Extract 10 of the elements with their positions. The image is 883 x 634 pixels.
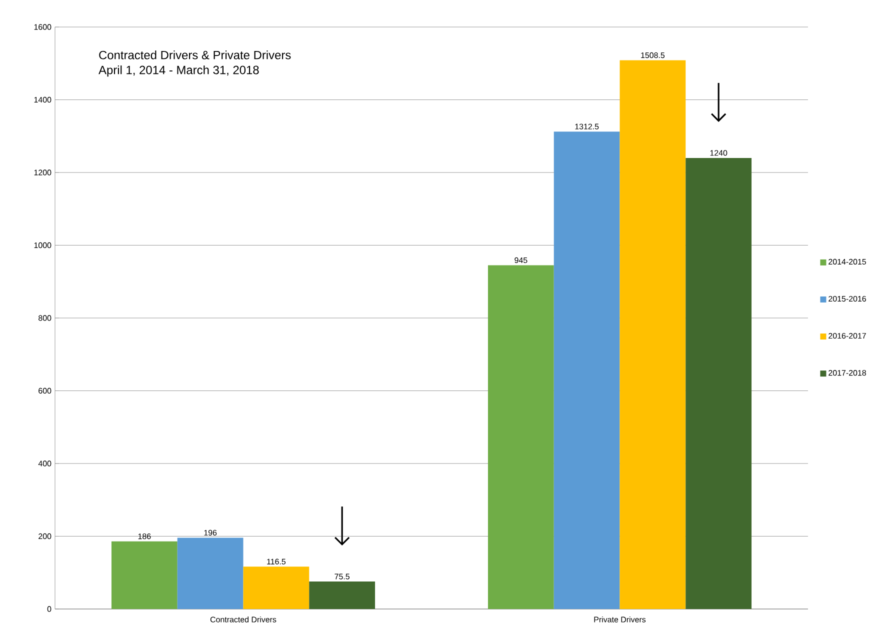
bar	[686, 158, 752, 609]
text: Contracted Drivers & Private Drivers	[99, 50, 291, 60]
bar	[554, 132, 620, 609]
bar	[243, 566, 310, 609]
bar	[488, 265, 554, 609]
bar	[177, 538, 244, 609]
bar	[620, 60, 686, 609]
text: April 1, 2014 - March 31, 2018	[98, 65, 259, 77]
bar	[309, 582, 376, 609]
bar	[111, 541, 178, 609]
